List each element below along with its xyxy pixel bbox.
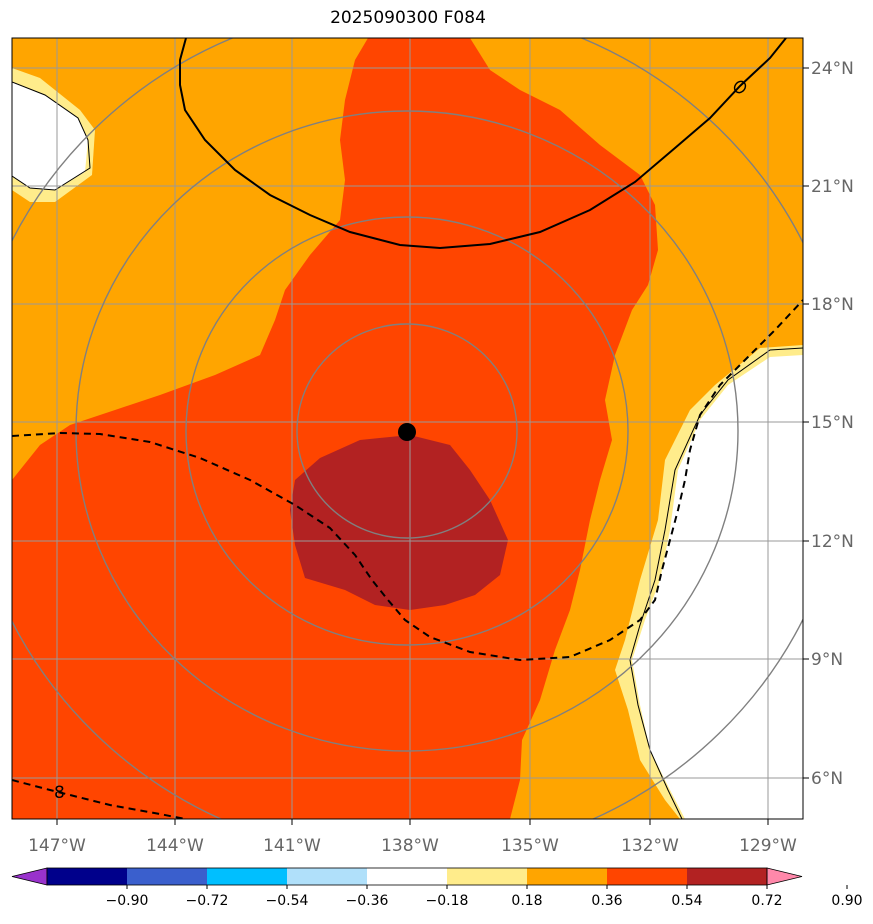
storm-center-marker [398,423,416,441]
colorbar-bin [687,868,768,885]
colorbar-bin [127,868,208,885]
colorbar-frame [46,867,768,886]
range-ring-3 [75,110,739,752]
range-ring-1 [296,323,518,539]
colorbar-bin [47,868,128,885]
lat-label: 21°N [811,177,854,197]
colorbar-tick-label: −0.54 [266,893,309,909]
colorbar-tick-label: −0.72 [186,893,229,909]
colorbar-bin [527,868,608,885]
colorbar-tick-label: 0.36 [591,893,622,909]
colorbar-tick-label: −0.90 [106,893,149,909]
map-frame [11,37,804,820]
map-plot-area [12,38,803,819]
colorbar-bin [367,868,448,885]
lat-label: 9°N [811,650,843,670]
colorbar-tick-label: −0.18 [426,893,469,909]
colorbar-bin [207,868,288,885]
lat-label: 15°N [811,413,854,433]
field-redorange [12,38,658,819]
colorbar: −0.90 −0.72 −0.54 −0.36 −0.18 0.18 0.36 0.54 0.7… [11,867,863,909]
colorbar-tick-label: 0.54 [671,893,702,909]
lon-label: 141°W [263,836,321,856]
colorbar-tick-label: 0.72 [751,893,782,909]
lat-label: 24°N [811,59,854,79]
lon-label: 138°W [381,836,439,856]
range-rings [12,38,803,819]
contour-label-8: 8 [54,783,65,803]
colorbar-tick-label: 0.90 [831,893,862,909]
colorbar-bin [447,868,528,885]
colorbar-tick-label: −0.36 [346,893,389,909]
field-darkred [290,435,508,610]
colorbar-tick-label: 0.18 [511,893,542,909]
field-white-right [632,355,803,819]
lon-labels: 147°W 144°W 141°W 138°W 135°W 132°W 129°… [28,836,797,856]
colorbar-bin [287,868,368,885]
lat-label: 6°N [811,769,843,789]
lat-label: 12°N [811,532,854,552]
colorbar-extend-high [766,867,803,886]
range-ring-2 [185,216,629,646]
colorbar-bin [607,868,688,885]
contour-dashed-middle [12,299,803,662]
field-white-topleft-inner [12,82,88,190]
plot-title: 2025090300 F084 [330,8,486,28]
lon-label: 132°W [621,836,679,856]
lat-labels: 24°N 21°N 18°N 15°N 12°N 9°N 6°N [811,59,854,789]
thin-contour-topleft [12,81,91,191]
lat-label: 18°N [811,295,854,315]
lon-label: 135°W [501,836,559,856]
lon-label: 147°W [28,836,86,856]
contour-label-0 [733,80,747,94]
axis-ticks [56,67,809,825]
colorbar-extend-low [11,867,48,886]
lon-label: 129°W [739,836,797,856]
contour-dashed-bottom [12,779,186,819]
lon-label: 144°W [146,836,204,856]
contour-solid-0 [179,38,787,250]
